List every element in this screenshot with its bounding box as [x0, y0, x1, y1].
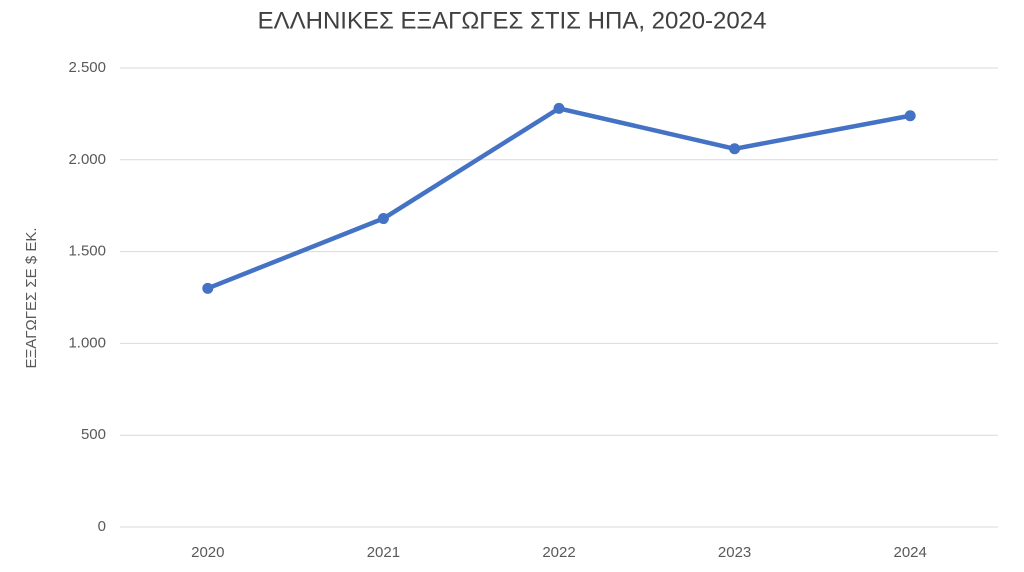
y-tick-label: 0: [98, 518, 106, 535]
y-tick-label: 1.500: [68, 243, 106, 260]
point: [553, 102, 565, 114]
point: [202, 282, 214, 294]
chart-title: ΕΛΛΗΝΙΚΕΣ ΕΞΑΓΩΓΕΣ ΣΤΙΣ ΗΠΑ, 2020-2024: [258, 7, 767, 34]
line: [206, 106, 911, 291]
y-tick-label: 2.500: [68, 59, 106, 76]
point: [377, 213, 389, 225]
x-tick-label: 2023: [718, 544, 751, 561]
x-tick-label: 2021: [367, 544, 400, 561]
point: [904, 110, 916, 122]
x-tick-label: 2024: [894, 544, 927, 561]
point: [729, 143, 741, 155]
x-tick-label: 2022: [542, 544, 575, 561]
y-tick-label: 1.000: [68, 334, 106, 351]
y-tick-label: 500: [81, 426, 106, 443]
x-tick-label: 2020: [191, 544, 224, 561]
y-axis-label: ΕΞΑΓΩΓΕΣ ΣΕ $ ΕΚ.: [23, 227, 40, 368]
y-tick-label: 2.000: [68, 151, 106, 168]
